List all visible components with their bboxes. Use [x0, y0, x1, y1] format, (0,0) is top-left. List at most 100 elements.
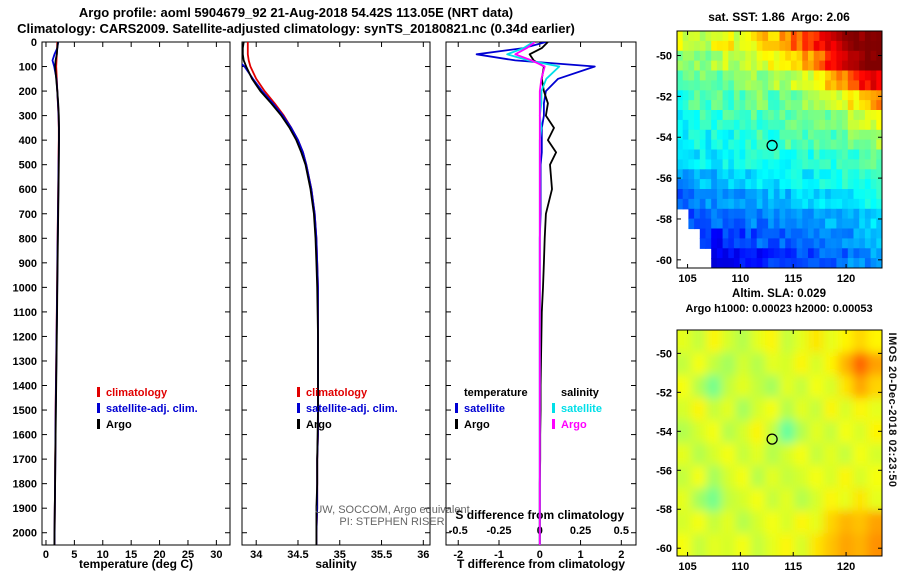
argo-float-position-marker: [766, 139, 778, 152]
sla-map: 105 110 115 120 -50 -52 -54 -56 -58 -60: [656, 329, 883, 573]
svg-text:-52: -52: [656, 91, 672, 103]
imos-watermark: IMOS 20-Dec-2018 02:23:50: [886, 332, 898, 488]
svg-text:1100: 1100: [13, 307, 37, 319]
svg-text:300: 300: [19, 111, 37, 123]
legend-header: salinity: [561, 387, 599, 399]
legend-row: Argo: [552, 417, 602, 433]
argo-line: [242, 42, 319, 545]
s-argo-line: [514, 42, 546, 545]
legend-temperature-panel: climatology satellite-adj. clim. Argo: [97, 385, 198, 433]
sst-map: 105 110 115 120 -50 -52 -54 -56 -58 -60: [656, 30, 883, 285]
satellite-line-swatch: [297, 403, 300, 413]
svg-text:1500: 1500: [13, 405, 37, 417]
salinity-profile-panel: 34 34.5 35 35.5 36 salinity: [241, 41, 431, 571]
svg-text:30: 30: [210, 549, 222, 561]
credits-line: UW, SOCCOM, Argo equivalent: [314, 504, 470, 516]
svg-text:-58: -58: [656, 214, 672, 226]
svg-text:900: 900: [19, 258, 37, 270]
svg-text:100: 100: [19, 62, 37, 74]
svg-text:2000: 2000: [13, 528, 37, 540]
legend-row: satellite: [455, 401, 528, 417]
svg-text:-54: -54: [656, 426, 673, 438]
svg-text:36: 36: [417, 549, 429, 561]
legend-label: Argo: [464, 419, 490, 431]
sla-map-subtitle: Argo h1000: 0.00023 h2000: 0.00053: [685, 303, 873, 315]
credits: UW, SOCCOM, Argo equivalent PI: STEPHEN …: [312, 504, 472, 528]
legend-row: satellite: [552, 401, 602, 417]
svg-text:200: 200: [19, 86, 37, 98]
legend-label: satellite: [464, 403, 505, 415]
legend-label: Argo: [106, 419, 132, 431]
legend-header: temperature: [464, 387, 528, 399]
svg-text:1800: 1800: [13, 479, 37, 491]
legend-difference-temperature: temperature satellite Argo: [455, 385, 528, 433]
svg-text:2: 2: [618, 549, 624, 561]
legend-row: satellite-adj. clim.: [97, 401, 198, 417]
difference-profile-panel-xlabel: T difference from climatology: [457, 557, 625, 571]
svg-text:1700: 1700: [13, 454, 37, 466]
svg-text:-50: -50: [656, 51, 672, 63]
svg-text:600: 600: [19, 184, 37, 196]
svg-text:10: 10: [97, 549, 109, 561]
svg-text:105: 105: [678, 561, 696, 573]
legend-label: climatology: [106, 387, 168, 399]
svg-text:700: 700: [19, 209, 37, 221]
legend-salinity-panel: climatology satellite-adj. clim. Argo: [297, 385, 398, 433]
svg-text:500: 500: [19, 160, 37, 172]
svg-text:5: 5: [71, 549, 77, 561]
svg-text:-1: -1: [494, 549, 504, 561]
argo-float-position-marker: [766, 433, 778, 445]
satellite-line-swatch: [455, 403, 458, 413]
svg-text:1900: 1900: [13, 503, 37, 515]
salinity-profile-panel-xlabel: salinity: [315, 557, 357, 571]
svg-text:0: 0: [43, 549, 49, 561]
svg-text:1300: 1300: [13, 356, 37, 368]
salinity-argo-line-swatch: [552, 419, 555, 429]
legend-row: Argo: [297, 417, 398, 433]
svg-text:1000: 1000: [13, 282, 37, 294]
svg-text:-0.25: -0.25: [486, 525, 511, 537]
argo-line-swatch: [455, 419, 458, 429]
legend-label: Argo: [561, 419, 587, 431]
svg-text:0: 0: [537, 549, 543, 561]
svg-text:-2: -2: [453, 549, 463, 561]
climatology-line-swatch: [97, 387, 100, 397]
svg-text:115: 115: [784, 273, 802, 285]
svg-text:34: 34: [250, 549, 263, 561]
legend-row: satellite-adj. clim.: [297, 401, 398, 417]
credits-line: PI: STEPHEN RISER: [339, 516, 445, 528]
salinity-satellite-line-swatch: [552, 403, 555, 413]
svg-text:105: 105: [678, 273, 696, 285]
svg-text:25: 25: [182, 549, 194, 561]
svg-text:800: 800: [19, 233, 37, 245]
legend-row: climatology: [297, 385, 398, 401]
argo-line-swatch: [97, 419, 100, 429]
svg-text:-50: -50: [656, 348, 672, 360]
page-subtitle: Climatology: CARS2009. Satellite-adjuste…: [17, 21, 575, 36]
legend-row: Argo: [455, 417, 528, 433]
svg-text:-58: -58: [656, 504, 672, 516]
legend-label: Argo: [306, 419, 332, 431]
argo-line: [53, 42, 60, 545]
svg-text:1600: 1600: [13, 430, 37, 442]
legend-row: Argo: [97, 417, 198, 433]
svg-text:1200: 1200: [13, 331, 37, 343]
satellite-line-swatch: [97, 403, 100, 413]
svg-text:110: 110: [732, 273, 750, 285]
svg-text:-0.5: -0.5: [449, 525, 468, 537]
svg-text:1: 1: [577, 549, 583, 561]
temperature-profile-panel: 0 5 10 15 20 25 300100200300400500600700800900…: [13, 37, 231, 571]
legend-difference-salinity: salinity satellite Argo: [552, 385, 602, 433]
legend-label: satellite-adj. clim.: [106, 403, 198, 415]
climatology-line-swatch: [297, 387, 300, 397]
svg-text:1400: 1400: [13, 381, 37, 393]
svg-text:35.5: 35.5: [371, 549, 392, 561]
argo-line-swatch: [297, 419, 300, 429]
svg-text:-52: -52: [656, 387, 672, 399]
sst-map-title: sat. SST: 1.86 Argo: 2.06: [708, 10, 850, 24]
svg-text:0.5: 0.5: [614, 525, 629, 537]
svg-text:0.25: 0.25: [570, 525, 591, 537]
sla-map-title: Altim. SLA: 0.029: [732, 288, 826, 300]
